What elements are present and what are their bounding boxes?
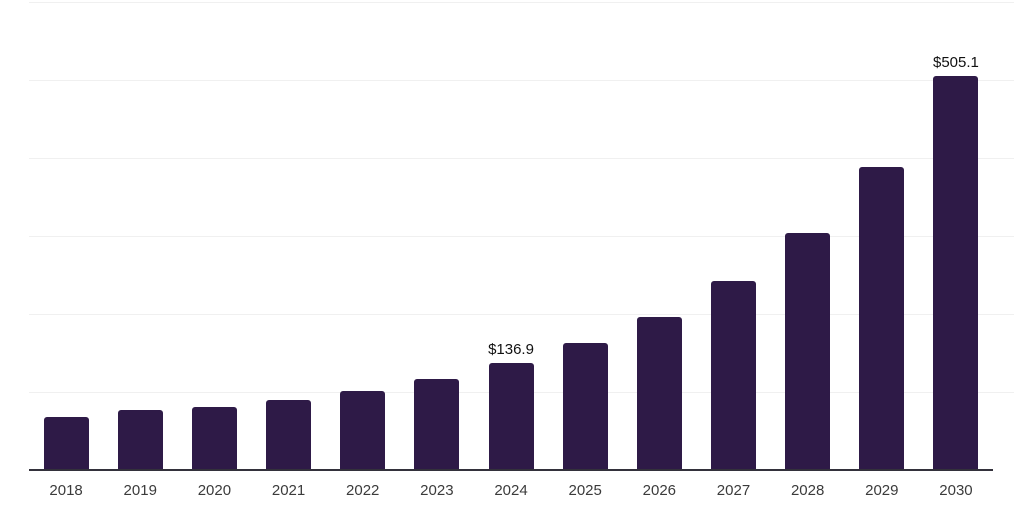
bar-group-2026 — [622, 2, 696, 470]
bar-group-2019 — [103, 2, 177, 470]
gridline-200 — [29, 314, 1014, 315]
bar-2025 — [562, 343, 608, 470]
gridline-500 — [29, 80, 1014, 81]
bar-2018 — [43, 417, 89, 470]
x-tick-label-2023: 2023 — [420, 482, 454, 499]
bar-value-label-2024: $136.9 — [488, 341, 534, 359]
x-tick-label-2025: 2025 — [568, 482, 602, 499]
bar-group-2024: $136.9 — [474, 2, 548, 470]
bar-2026 — [636, 317, 682, 470]
bar-2020 — [191, 407, 237, 470]
bar-group-2030: $505.1 — [919, 2, 993, 470]
bar-2019 — [117, 410, 163, 470]
bar-2022 — [340, 391, 386, 470]
x-tick-label-2030: 2030 — [939, 482, 973, 499]
bar-group-2021 — [251, 2, 325, 470]
bar-group-2029 — [845, 2, 919, 470]
gridline-400 — [29, 158, 1014, 159]
x-tick-label-2019: 2019 — [123, 482, 157, 499]
x-tick-label-2018: 2018 — [49, 482, 83, 499]
bar-2028 — [785, 232, 831, 470]
x-tick-label-2029: 2029 — [865, 482, 899, 499]
bar-group-2025 — [548, 2, 622, 470]
bar-group-2020 — [177, 2, 251, 470]
bar-2030 — [933, 76, 979, 470]
bar-2021 — [266, 400, 312, 470]
bar-2023 — [414, 379, 460, 470]
bar-2024 — [488, 363, 534, 470]
x-tick-label-2026: 2026 — [642, 482, 677, 499]
x-tick-label-2022: 2022 — [346, 482, 380, 499]
x-tick-label-2024: 2024 — [494, 482, 528, 499]
gridline-300 — [29, 236, 1014, 237]
bar-group-2018 — [29, 2, 103, 470]
bar-group-2027 — [696, 2, 770, 470]
x-tick-label-2021: 2021 — [271, 482, 306, 499]
bar-group-2023 — [400, 2, 474, 470]
x-axis-labels: 2018 2019 2020 2021 2022 2023 2024 2025 2026 2027… — [29, 482, 993, 499]
x-tick-label-2020: 2020 — [197, 482, 232, 499]
gridline-600 — [29, 2, 1014, 3]
bar-group-2028 — [771, 2, 845, 470]
bar-value-label-2030: $505.1 — [933, 54, 979, 72]
bar-group-2022 — [326, 2, 400, 470]
x-tick-label-2027: 2027 — [716, 482, 751, 499]
bars-layer: $136.9 $505.1 — [29, 2, 993, 470]
x-tick-label-2028: 2028 — [790, 482, 825, 499]
bar-2029 — [859, 166, 905, 470]
bar-2027 — [710, 281, 756, 470]
x-axis-line — [29, 469, 993, 471]
